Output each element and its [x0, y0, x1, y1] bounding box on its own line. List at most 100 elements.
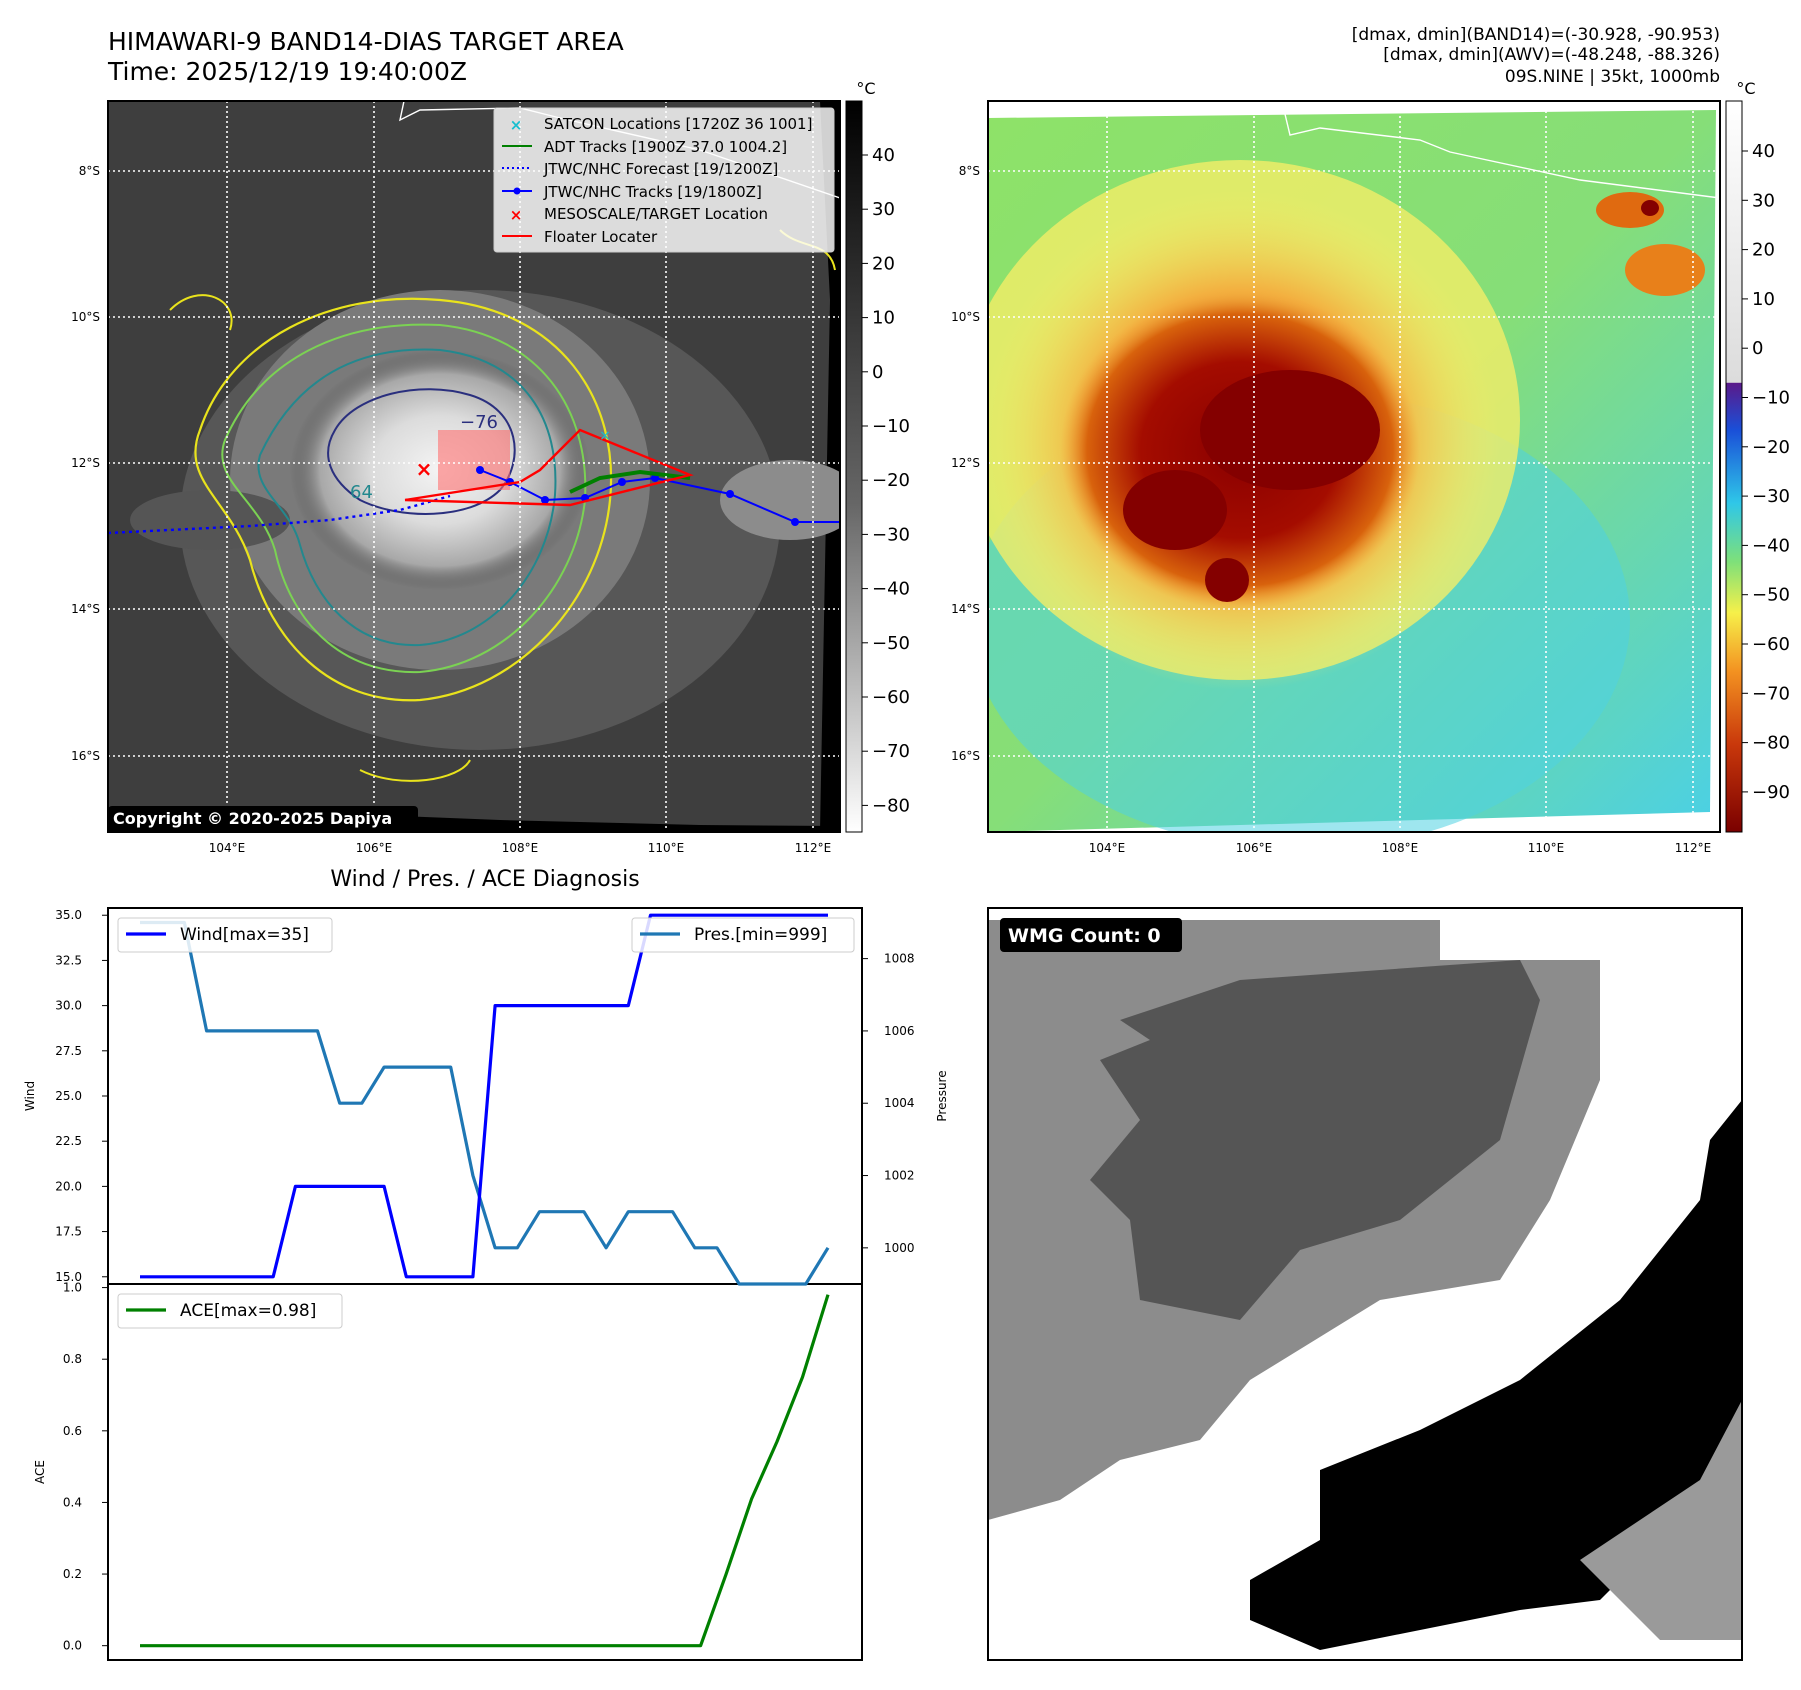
pressure-legend-label: Pres.[min=999] — [694, 925, 827, 945]
contour-green-mid — [221, 323, 587, 674]
figure-time: Time: 2025/12/19 19:40:00Z — [107, 57, 467, 86]
colorbar-tick-label: −20 — [872, 470, 910, 491]
contour-yellow-outer — [194, 297, 613, 702]
storm-info-text: 09S.NINE | 35kt, 1000mb — [1505, 67, 1720, 87]
target-area-box — [438, 430, 510, 490]
colorbar-tick-label: 0 — [872, 362, 883, 383]
y-tick-label: 0.0 — [63, 1639, 82, 1653]
y-tick-label: 0.6 — [63, 1424, 82, 1438]
legend-target-icon: × — [510, 206, 523, 224]
map-legend: × SATCON Locations [1720Z 36 1001] ADT T… — [493, 107, 835, 253]
ace-axes — [107, 1283, 863, 1661]
ir-map-panel: −76 64 × × — [71, 79, 910, 855]
diagnosis-panel: 35.0 32.5 30.0 27.5 25.0 22.5 20.0 17.5 15.0 100… — [23, 907, 949, 1661]
pressure-axis-label: Pressure — [935, 1070, 949, 1121]
colorbar-tick-label: −70 — [1752, 683, 1790, 704]
awv-map-gridlines — [988, 101, 1720, 832]
wind-axis-label: Wind — [23, 1081, 37, 1111]
y-tick-label: 25.0 — [55, 1089, 82, 1103]
ace-axis-label: ACE — [33, 1460, 47, 1484]
adt-track-line — [569, 469, 691, 494]
band14-range-text: [dmax, dmin](BAND14)=(-30.928, -90.953) — [1352, 25, 1720, 45]
awv-lon-tick: 110°E — [1528, 841, 1565, 855]
ir-lat-tick: 16°S — [71, 749, 100, 763]
colorbar-tick-label: −40 — [872, 579, 910, 600]
awv-lat-tick: 8°S — [959, 164, 980, 178]
y-tick-label: 1002 — [884, 1169, 915, 1183]
ir-lon-tick: 110°E — [648, 841, 685, 855]
y-tick-label: 1006 — [884, 1024, 915, 1038]
wind-yticks: 35.0 32.5 30.0 27.5 25.0 22.5 20.0 17.5 15.0 — [55, 908, 108, 1284]
ace-legend-box — [117, 1293, 343, 1329]
y-tick-label: 0.4 — [63, 1495, 82, 1509]
legend-floater-label: Floater Locater — [544, 228, 658, 246]
y-tick-label: 17.5 — [55, 1225, 82, 1239]
awv-colorbar-ticks: 40 30 20 10 0 −10 −20 −30 −40 −50 −60 −70 −80 −90 — [1742, 141, 1790, 803]
colorbar-tick-label: −50 — [1752, 585, 1790, 606]
ir-lat-tick: 14°S — [71, 602, 100, 616]
colorbar-tick-label: −70 — [872, 741, 910, 762]
legend-tracks-label: JTWC/NHC Tracks [19/1800Z] — [543, 183, 762, 201]
wmg-count-label: WMG Count: 0 — [1008, 925, 1161, 947]
awv-coastline — [1283, 109, 1720, 199]
awv-core-hot2 — [1123, 470, 1227, 550]
copyright-text: Copyright © 2020-2025 Dapiya — [113, 809, 392, 828]
wind-series-line — [140, 913, 828, 1279]
colorbar-tick-label: −30 — [1752, 486, 1790, 507]
ace-yticks: 1.0 0.8 0.6 0.4 0.2 0.0 — [63, 1281, 108, 1653]
colorbar-tick-label: −60 — [872, 687, 910, 708]
wind-legend-label: Wind[max=35] — [180, 925, 309, 945]
diagnosis-title: Wind / Pres. / ACE Diagnosis — [330, 867, 639, 892]
colorbar-tick-label: −90 — [1752, 782, 1790, 803]
y-tick-label: 1008 — [884, 952, 915, 966]
diagnosis-series — [140, 913, 830, 1648]
y-tick-label: 35.0 — [55, 908, 82, 922]
ace-series-line — [140, 1294, 830, 1648]
awv-lon-tick: 104°E — [1089, 841, 1126, 855]
ir-lat-tick: 12°S — [71, 456, 100, 470]
colorbar-tick-label: −80 — [1752, 733, 1790, 754]
awv-map-panel: 104°E 106°E 108°E 110°E 112°E 8°S 10°S 1… — [951, 79, 1790, 855]
y-tick-label: 30.0 — [55, 999, 82, 1013]
awv-lat-tick: 14°S — [951, 602, 980, 616]
awv-lon-tick: 108°E — [1382, 841, 1419, 855]
colorbar-tick-label: −20 — [1752, 437, 1790, 458]
awv-core-hot3 — [1205, 558, 1249, 602]
colorbar-tick-label: −40 — [1752, 535, 1790, 556]
ir-map-nodata-edge — [820, 101, 840, 832]
colorbar-tick-label: −80 — [872, 795, 910, 816]
target-location-marker: × — [416, 457, 433, 481]
awv-map-frame — [987, 100, 1721, 833]
awv-map-lat-ticks: 8°S 10°S 12°S 14°S 16°S — [951, 164, 980, 763]
colorbar-tick-label: −10 — [1752, 388, 1790, 409]
legend-satcon-label: SATCON Locations [1720Z 36 1001] — [544, 115, 812, 133]
awv-lat-tick: 16°S — [951, 749, 980, 763]
pressure-yticks: 1008 1006 1004 1002 1000 — [862, 952, 915, 1255]
contour-label-76: −76 — [460, 412, 498, 433]
y-tick-label: 1.0 — [63, 1281, 82, 1295]
ir-colorbar-ticks: 40 30 20 10 0 −10 −20 −30 −40 −50 −60 −70 −80 — [862, 145, 910, 816]
ir-lon-tick: 112°E — [795, 841, 832, 855]
awv-lon-tick: 112°E — [1675, 841, 1712, 855]
wmg-gray-southeast — [1580, 1400, 1742, 1640]
jtwc-forecast-line — [108, 494, 451, 535]
awv-map-lon-ticks: 104°E 106°E 108°E 110°E 112°E — [1089, 841, 1712, 855]
ir-map-lon-ticks: 104°E 106°E 108°E 110°E 112°E — [209, 841, 832, 855]
awv-lat-tick: 10°S — [951, 310, 980, 324]
ir-map-frame — [107, 100, 841, 833]
colorbar-tick-label: 0 — [1752, 338, 1763, 359]
wmg-frame — [987, 907, 1743, 1661]
legend-target-label: MESOSCALE/TARGET Location — [544, 205, 768, 223]
legend-forecast-label: JTWC/NHC Forecast [19/1200Z] — [543, 160, 778, 178]
awv-colorbar — [1725, 100, 1743, 833]
awv-range-text: [dmax, dmin](AWV)=(-48.248, -88.326) — [1383, 45, 1720, 65]
awv-cell-east-core — [1641, 200, 1659, 216]
colorbar-tick-label: 30 — [1752, 190, 1775, 211]
y-tick-label: 20.0 — [55, 1179, 82, 1193]
ir-map-lat-ticks: 8°S 10°S 12°S 14°S 16°S — [71, 164, 100, 763]
y-tick-label: 15.0 — [55, 1270, 82, 1284]
contour-label-64: 64 — [350, 482, 373, 503]
y-tick-label: 0.2 — [63, 1567, 82, 1581]
wmg-dark-region — [1090, 960, 1540, 1320]
legend-box — [493, 107, 835, 253]
